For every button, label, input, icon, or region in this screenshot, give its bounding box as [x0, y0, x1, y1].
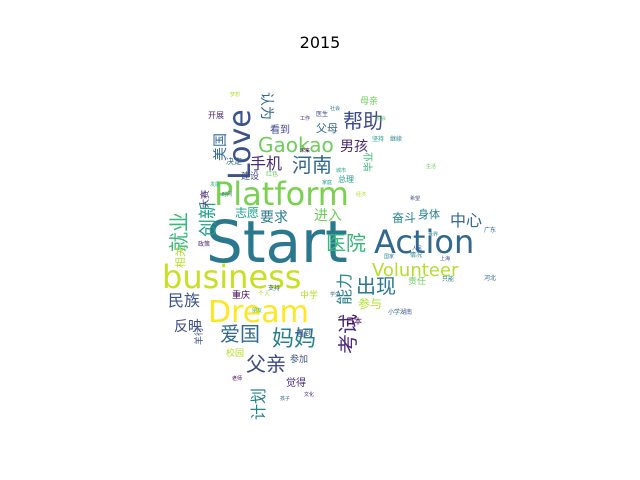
- cloud-word: 校园: [226, 347, 244, 359]
- cloud-word: 梦想: [230, 91, 240, 98]
- cloud-word: 上海: [440, 255, 450, 262]
- cloud-word: 中学: [300, 289, 318, 301]
- cloud-word: 母亲: [360, 95, 378, 107]
- cloud-word: 工作: [300, 115, 310, 122]
- cloud-word: 世界: [428, 231, 438, 238]
- cloud-word: Platform: [214, 175, 349, 213]
- cloud-word: 开展: [208, 111, 224, 120]
- cloud-word: 情况: [410, 251, 422, 259]
- cloud-word: 老师: [232, 375, 242, 382]
- cloud-word: 河南: [292, 153, 332, 177]
- cloud-word: 志愿: [235, 206, 259, 220]
- chart-title: 2015: [299, 33, 341, 52]
- cloud-word: 个人: [258, 291, 270, 298]
- cloud-word: 医生: [316, 110, 328, 118]
- cloud-word: 手机: [250, 154, 282, 173]
- cloud-word: 妈妈: [272, 327, 316, 352]
- cloud-word: 羊行: [193, 327, 205, 345]
- cloud-word: 参加: [290, 353, 308, 365]
- cloud-word: 文化: [304, 391, 314, 398]
- cloud-word: 政策: [198, 240, 210, 248]
- cloud-word: 支持: [268, 284, 280, 292]
- cloud-word: 日本: [346, 316, 362, 326]
- cloud-word: 总理: [338, 174, 354, 184]
- cloud-word: 决定: [226, 156, 242, 166]
- cloud-word: 能力: [335, 273, 354, 305]
- cloud-word: 认为: [258, 92, 274, 120]
- cloud-word: 红色: [266, 170, 278, 178]
- cloud-word: 男孩: [340, 139, 368, 155]
- cloud-word: 学生: [330, 291, 340, 298]
- cloud-word: 毕业: [362, 152, 375, 172]
- cloud-word: 父母: [316, 122, 338, 135]
- cloud-word: 重庆: [232, 289, 250, 301]
- cloud-word: 国家: [384, 253, 394, 260]
- cloud-word: 出现: [356, 274, 396, 298]
- cloud-word: 医院: [326, 231, 366, 255]
- cloud-word: 要求: [260, 210, 288, 226]
- cloud-word: 家庭: [322, 179, 332, 186]
- cloud-word: 美国: [213, 133, 229, 161]
- cloud-word: 未来: [300, 147, 310, 154]
- cloud-word: 经济: [356, 191, 366, 198]
- cloud-word: 发展: [210, 181, 220, 188]
- cloud-word: Volunteer: [372, 260, 459, 281]
- cloud-word: 大赛: [199, 190, 211, 208]
- cloud-word: 中心: [450, 211, 482, 230]
- cloud-word: 计划: [249, 388, 268, 420]
- cloud-word: 坚持: [372, 135, 384, 143]
- cloud-word: 民族: [168, 291, 200, 310]
- cloud-word: 建设: [241, 170, 259, 182]
- cloud-word: 时间: [222, 191, 232, 198]
- cloud-word: 孩子: [280, 395, 290, 402]
- cloud-word: 人民: [412, 246, 422, 252]
- cloud-word: 考试: [336, 314, 360, 354]
- cloud-word: 责任: [408, 275, 426, 287]
- cloud-word: 参与: [358, 296, 382, 311]
- cloud-word: 帮助: [343, 109, 383, 133]
- cloud-word: business: [162, 258, 301, 296]
- cloud-word: Gaokao: [258, 133, 334, 157]
- cloud-word: 河北: [484, 274, 496, 282]
- cloud-word: 继续: [390, 135, 402, 143]
- cloud-word: 湖南: [400, 308, 412, 316]
- cloud-word: 机会: [376, 115, 386, 122]
- cloud-word: 社会: [330, 105, 340, 112]
- cloud-word: Love: [223, 109, 258, 180]
- cloud-word: 城市: [336, 167, 346, 174]
- cloud-word: 相关: [173, 246, 187, 268]
- cloud-word: 朋友: [252, 307, 262, 314]
- cloud-word: 广东: [484, 226, 496, 234]
- cloud-word: 看到: [270, 123, 290, 136]
- cloud-word: Start: [206, 208, 348, 276]
- cloud-word: 反映: [174, 319, 202, 335]
- cloud-word: 觉得: [286, 377, 306, 389]
- cloud-word: 希望: [410, 195, 420, 202]
- cloud-word: 奋斗: [392, 211, 416, 225]
- cloud-word: Action: [374, 223, 474, 261]
- cloud-word: Dream: [208, 295, 309, 330]
- cloud-word: 创新: [198, 201, 219, 237]
- cloud-word: 身体: [418, 207, 440, 221]
- cloud-word: 只能: [442, 275, 454, 283]
- cloud-word: 父亲: [246, 352, 286, 376]
- cloud-word: 小学: [388, 308, 400, 316]
- cloud-word: 遇到: [296, 329, 312, 338]
- cloud-word: 爱国: [220, 322, 260, 346]
- cloud-word: 生活: [426, 163, 436, 170]
- cloud-word: 就业: [167, 212, 191, 252]
- cloud-word: 进入: [314, 208, 342, 224]
